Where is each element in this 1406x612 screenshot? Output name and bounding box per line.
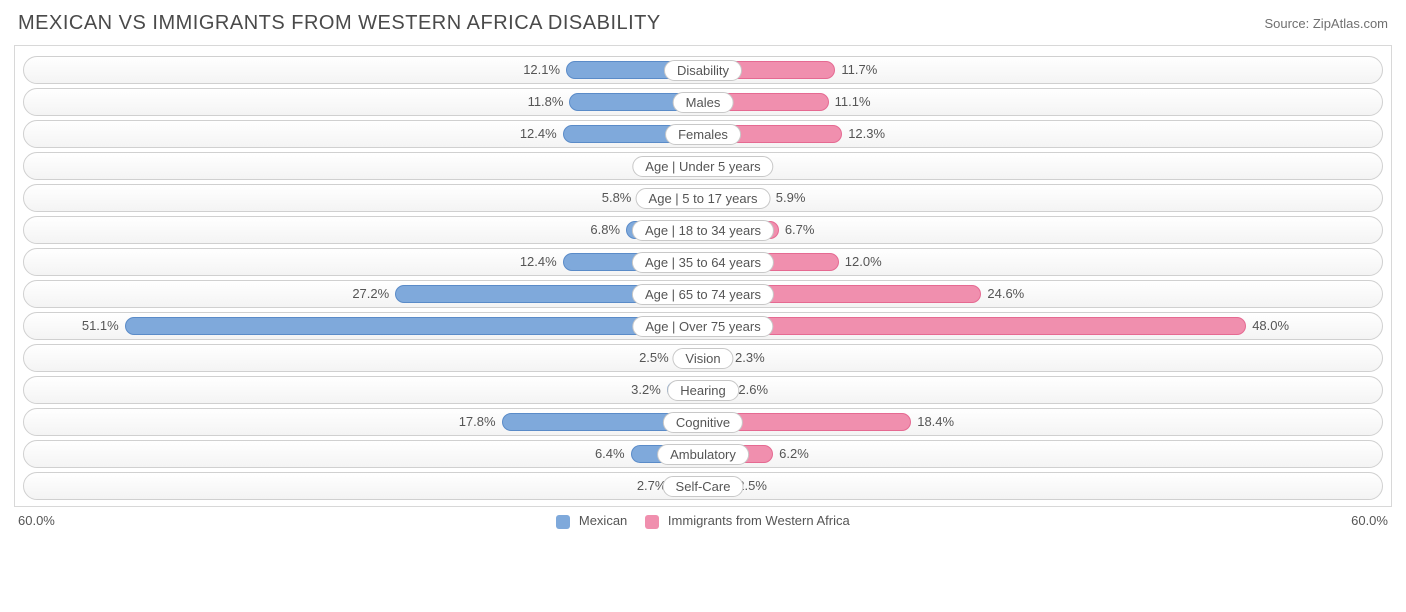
axis-left-max: 60.0%	[18, 513, 55, 528]
chart-row: 51.1% 48.0% Age | Over 75 years	[23, 312, 1383, 340]
value-right: 18.4%	[917, 413, 954, 431]
row-label: Males	[673, 92, 734, 113]
value-right: 11.1%	[835, 93, 871, 111]
value-right: 5.9%	[776, 189, 806, 207]
chart-row: 12.4% 12.3% Females	[23, 120, 1383, 148]
value-right: 2.3%	[735, 349, 765, 367]
chart-source: Source: ZipAtlas.com	[1264, 16, 1388, 31]
chart-row: 2.5% 2.3%Vision	[23, 344, 1383, 372]
value-left: 12.1%	[523, 61, 560, 79]
row-label: Disability	[664, 60, 742, 81]
value-right: 12.3%	[848, 125, 885, 143]
row-label: Females	[665, 124, 741, 145]
chart-row: 3.2% 2.6%Hearing	[23, 376, 1383, 404]
value-left: 2.5%	[639, 349, 669, 367]
chart-row: 27.2% 24.6% Age | 65 to 74 years	[23, 280, 1383, 308]
chart-row: 2.7%2.5%Self-Care	[23, 472, 1383, 500]
row-label: Age | 35 to 64 years	[632, 252, 774, 273]
legend-item-right: Immigrants from Western Africa	[645, 513, 849, 529]
chart-row: 12.1% 11.7% Disability	[23, 56, 1383, 84]
row-label: Age | 18 to 34 years	[632, 220, 774, 241]
legend-swatch-right	[645, 515, 659, 529]
row-label: Age | Over 75 years	[632, 316, 773, 337]
value-right: 6.7%	[785, 221, 815, 239]
row-label: Age | Under 5 years	[632, 156, 773, 177]
row-label: Hearing	[667, 380, 739, 401]
legend-label-right: Immigrants from Western Africa	[668, 513, 850, 528]
value-right: 6.2%	[779, 445, 809, 463]
value-right: 11.7%	[841, 61, 877, 79]
value-left: 3.2%	[631, 381, 661, 399]
chart-area: 12.1% 11.7% Disability 11.8% 11.1% Males 12.4%…	[14, 45, 1392, 507]
chart-row: 17.8% 18.4% Cognitive	[23, 408, 1383, 436]
chart-row: 12.4% 12.0% Age | 35 to 64 years	[23, 248, 1383, 276]
chart-row: 5.8% 5.9% Age | 5 to 17 years	[23, 184, 1383, 212]
chart-row: 11.8% 11.1% Males	[23, 88, 1383, 116]
value-left: 51.1%	[82, 317, 119, 335]
row-label: Vision	[672, 348, 733, 369]
chart-title: MEXICAN VS IMMIGRANTS FROM WESTERN AFRIC…	[18, 12, 661, 35]
value-left: 6.4%	[595, 445, 625, 463]
value-right: 2.6%	[738, 381, 768, 399]
legend: Mexican Immigrants from Western Africa	[556, 513, 849, 529]
value-left: 11.8%	[528, 93, 564, 111]
chart-header: MEXICAN VS IMMIGRANTS FROM WESTERN AFRIC…	[0, 0, 1406, 41]
row-label: Ambulatory	[657, 444, 749, 465]
value-left: 12.4%	[520, 125, 557, 143]
chart-row: 6.4% 6.2% Ambulatory	[23, 440, 1383, 468]
value-left: 12.4%	[520, 253, 557, 271]
row-label: Self-Care	[663, 476, 744, 497]
row-label: Age | 5 to 17 years	[636, 188, 771, 209]
value-right: 24.6%	[987, 285, 1024, 303]
bar-left	[125, 317, 703, 335]
value-left: 17.8%	[459, 413, 496, 431]
value-left: 27.2%	[352, 285, 389, 303]
bar-right	[703, 317, 1246, 335]
legend-label-left: Mexican	[579, 513, 627, 528]
value-right: 48.0%	[1252, 317, 1289, 335]
legend-item-left: Mexican	[556, 513, 627, 529]
axis-right-max: 60.0%	[1351, 513, 1388, 528]
row-label: Age | 65 to 74 years	[632, 284, 774, 305]
value-right: 12.0%	[845, 253, 882, 271]
value-left: 6.8%	[590, 221, 620, 239]
legend-swatch-left	[556, 515, 570, 529]
chart-row: 1.3%1.2%Age | Under 5 years	[23, 152, 1383, 180]
row-label: Cognitive	[663, 412, 743, 433]
chart-row: 6.8% 6.7% Age | 18 to 34 years	[23, 216, 1383, 244]
chart-footer: 60.0% Mexican Immigrants from Western Af…	[0, 507, 1406, 529]
value-left: 5.8%	[602, 189, 632, 207]
